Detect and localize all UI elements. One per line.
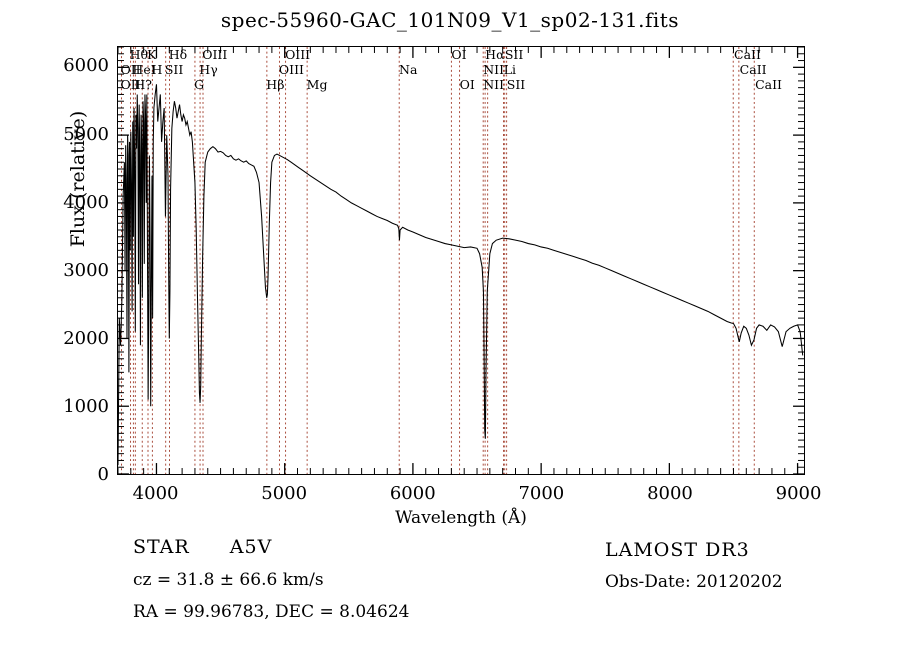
object-classification: STAR A5V <box>133 536 272 558</box>
spectral-line-label: OI <box>459 77 475 92</box>
spectral-line-label: Hα <box>485 47 505 62</box>
plot-area: OII OII Hθ HeI H? K H SII Hδ G Hγ OIII Hβ OIII OIII Mg N… <box>117 46 805 475</box>
spectral-line-label: Na <box>399 62 418 77</box>
spectrum-trace <box>118 84 804 466</box>
y-tick-label: 4000 <box>63 191 109 213</box>
y-tick-label: 1000 <box>63 395 109 417</box>
x-tick-label: 5000 <box>261 483 308 504</box>
y-tick-label: 6000 <box>63 55 109 77</box>
spectral-line-label: SII <box>164 62 184 77</box>
observation-date: Obs-Date: 20120202 <box>605 572 783 592</box>
x-tick-label: 8000 <box>647 483 693 504</box>
spectral-line-label: SII <box>504 47 524 62</box>
spectral-line-label: Hγ <box>199 62 218 77</box>
spectral-line-label: G <box>194 77 205 92</box>
y-tick-label: 3000 <box>63 259 109 281</box>
x-tick-label: 7000 <box>518 483 565 504</box>
spectral-line-label: OIII <box>285 47 311 62</box>
spectral-line-label: OIII <box>278 62 304 77</box>
spectral-line-label: Hδ <box>168 47 188 62</box>
spectral-line-label: NII <box>483 62 505 77</box>
y-tick-label: 0 <box>97 464 109 485</box>
spectral-line-label: K <box>147 47 157 62</box>
spectral-line-label: SII <box>506 77 526 92</box>
spectral-line-label: HeI <box>132 62 156 77</box>
spectral-line-label: CaII <box>755 77 782 92</box>
page-title: spec-55960-GAC_101N09_V1_sp02-131.fits <box>220 8 680 32</box>
line-marker-group <box>121 47 755 474</box>
spectral-line-label: OII <box>120 77 141 92</box>
survey-name: LAMOST DR3 <box>605 539 750 561</box>
spectral-line-label: NII <box>483 77 505 92</box>
x-tick-label: 4000 <box>132 483 179 504</box>
axis-ticks-group <box>118 47 804 474</box>
x-tick-label: 6000 <box>389 483 436 504</box>
x-tick-label: 9000 <box>775 483 822 504</box>
spectral-line-label: OIII <box>202 47 228 62</box>
spectral-line-label: H <box>151 62 163 77</box>
spectral-line-label: CaII <box>739 62 767 77</box>
spectral-line-label: H? <box>134 77 152 92</box>
redshift-velocity: cz = 31.8 ± 66.6 km/s <box>133 570 324 590</box>
object-class: STAR <box>133 536 190 558</box>
coordinates: RA = 99.96783, DEC = 8.04624 <box>133 602 410 622</box>
y-tick-label: 2000 <box>63 327 109 349</box>
y-tick-label: 5000 <box>63 123 109 145</box>
spectral-line-label: CaII <box>734 47 761 62</box>
spectral-line-label: OI <box>451 47 467 62</box>
spectral-line-label: Hβ <box>266 77 285 92</box>
y-axis-title: Flux (relative) <box>67 110 89 248</box>
spectral-line-label: Mg <box>306 77 328 92</box>
spectral-line-label: Hθ <box>129 47 149 62</box>
spectrum-svg <box>118 47 804 474</box>
spectral-line-label: Li <box>503 62 516 77</box>
spectral-type: A5V <box>229 536 273 558</box>
x-axis-title: Wavelength (Å) <box>395 508 527 528</box>
spectral-line-label: OII <box>120 62 141 77</box>
